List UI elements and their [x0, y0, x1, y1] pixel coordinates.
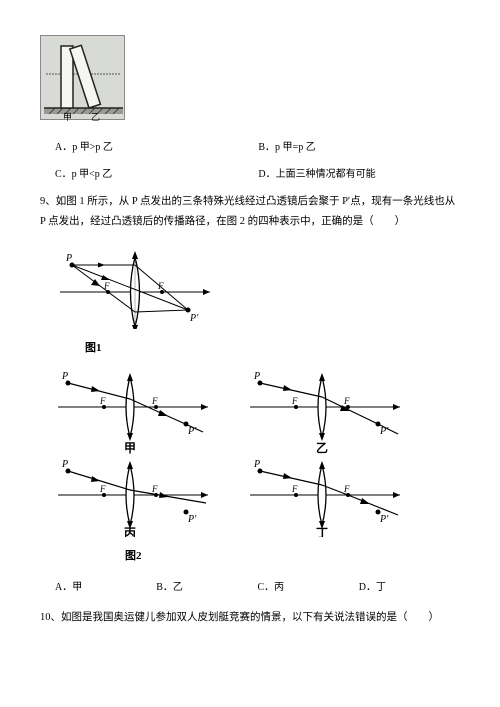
- svg-text:F: F: [291, 396, 298, 406]
- q9-options: A．甲 B．乙 C．丙 D．丁: [40, 578, 460, 593]
- q8-options-row2: C．p 甲<p 乙 D．上面三种情况都有可能: [40, 165, 460, 180]
- q9-opt-b: B．乙: [156, 578, 257, 593]
- svg-text:F: F: [291, 484, 298, 494]
- svg-text:F: F: [343, 484, 350, 494]
- q8-opt-b: B．p 甲=p 乙: [258, 138, 460, 153]
- svg-text:甲: 甲: [124, 441, 136, 455]
- svg-text:F: F: [99, 396, 106, 406]
- svg-text:乙: 乙: [91, 112, 100, 121]
- tube-figure: 甲 乙: [40, 35, 125, 120]
- q8-options-row1: A．p 甲>p 乙 B．p 甲=p 乙: [40, 138, 460, 153]
- q9-text: 9、如图 1 所示，从 P 点发出的三条特殊光线经过凸透镜后会聚于 P′点，现有…: [40, 192, 460, 232]
- q8-opt-a: A．p 甲>p 乙: [40, 138, 258, 153]
- fig2-label: 图2: [125, 547, 460, 563]
- q9-opt-c: C．丙: [258, 578, 359, 593]
- svg-text:甲: 甲: [63, 112, 72, 121]
- tube-svg: 甲 乙: [41, 36, 126, 121]
- svg-text:P: P: [61, 371, 68, 382]
- q9-fig2: F F P P′ 甲 F F P P′ 乙: [40, 367, 460, 542]
- svg-text:丁: 丁: [316, 526, 328, 537]
- fig1-svg: F F P P′: [60, 247, 210, 329]
- svg-text:丙: 丙: [124, 526, 136, 537]
- svg-text:P: P: [253, 459, 260, 470]
- svg-text:P: P: [253, 371, 260, 382]
- q8-opt-c: C．p 甲<p 乙: [40, 165, 258, 180]
- svg-text:P: P: [65, 253, 72, 264]
- fig2-svg: F F P P′ 甲 F F P P′ 乙: [40, 367, 420, 537]
- svg-text:F: F: [151, 484, 158, 494]
- svg-text:P′: P′: [187, 514, 197, 525]
- svg-text:P′: P′: [379, 514, 389, 525]
- q9-fig1: F F P P′: [60, 247, 460, 334]
- svg-text:F: F: [99, 484, 106, 494]
- svg-text:P: P: [61, 459, 68, 470]
- svg-text:F: F: [343, 396, 350, 406]
- svg-text:F: F: [151, 396, 158, 406]
- q10-text: 10、如图是我国奥运健儿参加双人皮划艇竞赛的情景，以下有关说法错误的是（ ）: [40, 608, 460, 628]
- q9-opt-a: A．甲: [55, 578, 156, 593]
- svg-text:乙: 乙: [316, 441, 328, 455]
- svg-text:P′: P′: [189, 313, 199, 324]
- q8-opt-d: D．上面三种情况都有可能: [258, 165, 460, 180]
- q9-opt-d: D．丁: [359, 578, 460, 593]
- fig1-label: 图1: [85, 339, 460, 355]
